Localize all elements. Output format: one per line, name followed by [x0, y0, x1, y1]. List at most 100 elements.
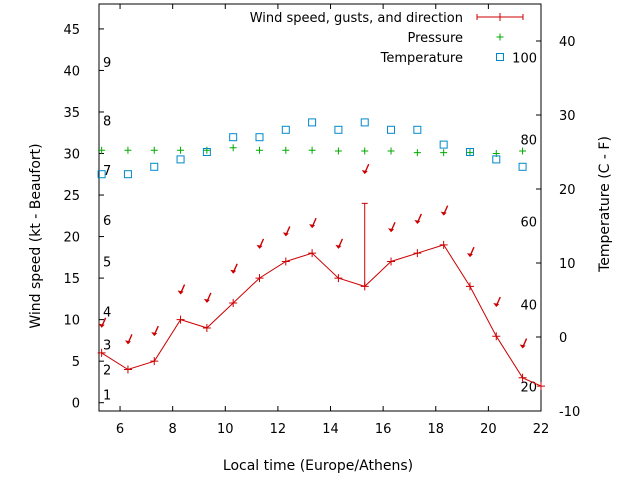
pressure-point [150, 146, 158, 154]
wind-direction-arrow [519, 338, 528, 349]
pressure-point [282, 146, 290, 154]
plot-frame [98, 3, 542, 412]
wind-direction-arrow [98, 317, 107, 328]
pressure-point [229, 144, 237, 152]
wind-direction-arrow-head [282, 232, 289, 237]
temperature-point [281, 125, 290, 134]
pressure-point [334, 147, 342, 155]
temperature-point [123, 170, 132, 179]
pressure-point [440, 149, 448, 157]
wind-direction-arrow-head [256, 244, 263, 249]
x-axis-label: Local time (Europe/Athens) [223, 458, 413, 474]
temperature-point [492, 155, 501, 164]
temperature-point [255, 133, 264, 142]
wind-direction-arrow [309, 217, 317, 229]
legend-symbol-plus [496, 13, 504, 21]
wind-direction-arrow [361, 163, 370, 175]
pressure-point [124, 146, 132, 154]
beaufort-label: 8 [103, 114, 111, 129]
x-tick-label: 12 [270, 422, 287, 437]
wind-direction-arrow [203, 292, 212, 303]
temperature-point [360, 118, 369, 127]
wind-speed-point [465, 282, 474, 291]
wind-speed-point [492, 332, 501, 341]
y-right-tick-label: -10 [559, 405, 580, 420]
wind-direction-arrow-head [177, 290, 184, 295]
wind-speed-point [439, 240, 448, 249]
wind-direction-arrow-head [203, 298, 210, 303]
wind-direction-arrow [256, 238, 265, 249]
wind-direction-arrow-head [124, 340, 131, 345]
wind-speed-point [308, 249, 317, 258]
pressure-point [519, 147, 527, 155]
beaufort-label: 1 [103, 388, 111, 403]
temperature-point [439, 140, 448, 149]
beaufort-label: 2 [103, 363, 111, 378]
legend-label: Pressure [407, 31, 463, 46]
wind-direction-arrow-head [335, 244, 342, 249]
wind-direction-arrow [414, 213, 422, 224]
temperature-point [387, 125, 396, 134]
x-tick-label: 10 [217, 422, 234, 437]
y-left-tick-label: 45 [63, 23, 80, 38]
wind-speed-point [334, 274, 343, 283]
fahrenheit-label: 20 [520, 381, 537, 396]
wind-direction-arrow-head [98, 323, 105, 328]
wind-speed-point [97, 348, 106, 357]
y-right-tick-label: 30 [559, 109, 576, 124]
wind-direction-arrow [493, 296, 501, 308]
wind-direction-arrow-head [493, 303, 500, 308]
temperature-point [334, 125, 343, 134]
temperature-point [229, 133, 238, 142]
beaufort-label: 7 [103, 164, 111, 179]
wind-direction-arrow-head [230, 269, 237, 274]
x-tick-label: 8 [169, 422, 177, 437]
wind-direction-arrow [466, 246, 475, 258]
legend-symbol-square [496, 53, 504, 61]
wind-speed-point [176, 315, 185, 324]
beaufort-label: 5 [103, 255, 111, 270]
y-right-tick-label: 0 [559, 331, 567, 346]
wind-speed-point [229, 299, 238, 308]
y-left-tick-label: 20 [63, 231, 80, 246]
wind-speed-point [123, 365, 132, 374]
wind-direction-arrow [440, 205, 449, 216]
y-left-tick-label: 30 [63, 148, 80, 163]
pressure-point [203, 146, 211, 154]
pressure-point [387, 147, 395, 155]
legend: Wind speed, gusts, and direction Pressure… [250, 11, 524, 66]
wind-speed-point [537, 382, 545, 391]
x-tick-label: 18 [427, 422, 444, 437]
y-left-tick-label: 5 [72, 355, 80, 370]
wind-speed-point [202, 323, 211, 332]
wind-direction-arrow [388, 221, 396, 233]
wind-direction-arrow [124, 334, 133, 345]
wind-speed-point [387, 257, 396, 266]
x-tick-label: 14 [322, 422, 339, 437]
y-left-tick-label: 40 [63, 64, 80, 79]
y-axis-left-label: Wind speed (kt - Beaufort) [28, 143, 44, 328]
wind-speed-point [150, 357, 159, 366]
wind-direction-arrow-head [440, 211, 447, 216]
y-right-tick-label: 20 [559, 183, 576, 198]
fahrenheit-label: 40 [520, 298, 537, 313]
y-left-tick-label: 0 [72, 397, 80, 412]
temperature-point [202, 148, 211, 156]
wind-direction-arrow-head [309, 224, 316, 229]
wind-speed-point [518, 373, 527, 382]
fahrenheit-label: 80 [520, 133, 537, 148]
x-tick-label: 16 [375, 422, 392, 437]
wind-direction-arrow-head [151, 332, 158, 337]
x-tick-label: 6 [116, 422, 124, 437]
wind-speed-point [413, 249, 422, 258]
pressure-point [98, 146, 106, 154]
wind-direction-arrow-head [519, 344, 526, 349]
pressure-point [413, 149, 421, 157]
fahrenheit-label: 60 [520, 216, 537, 231]
series-layer [97, 118, 545, 391]
wind-direction-arrow [335, 238, 344, 249]
wind-direction-arrow-head [388, 228, 395, 233]
fahrenheit-label: 100 [512, 51, 537, 66]
beaufort-label: 4 [103, 305, 111, 320]
